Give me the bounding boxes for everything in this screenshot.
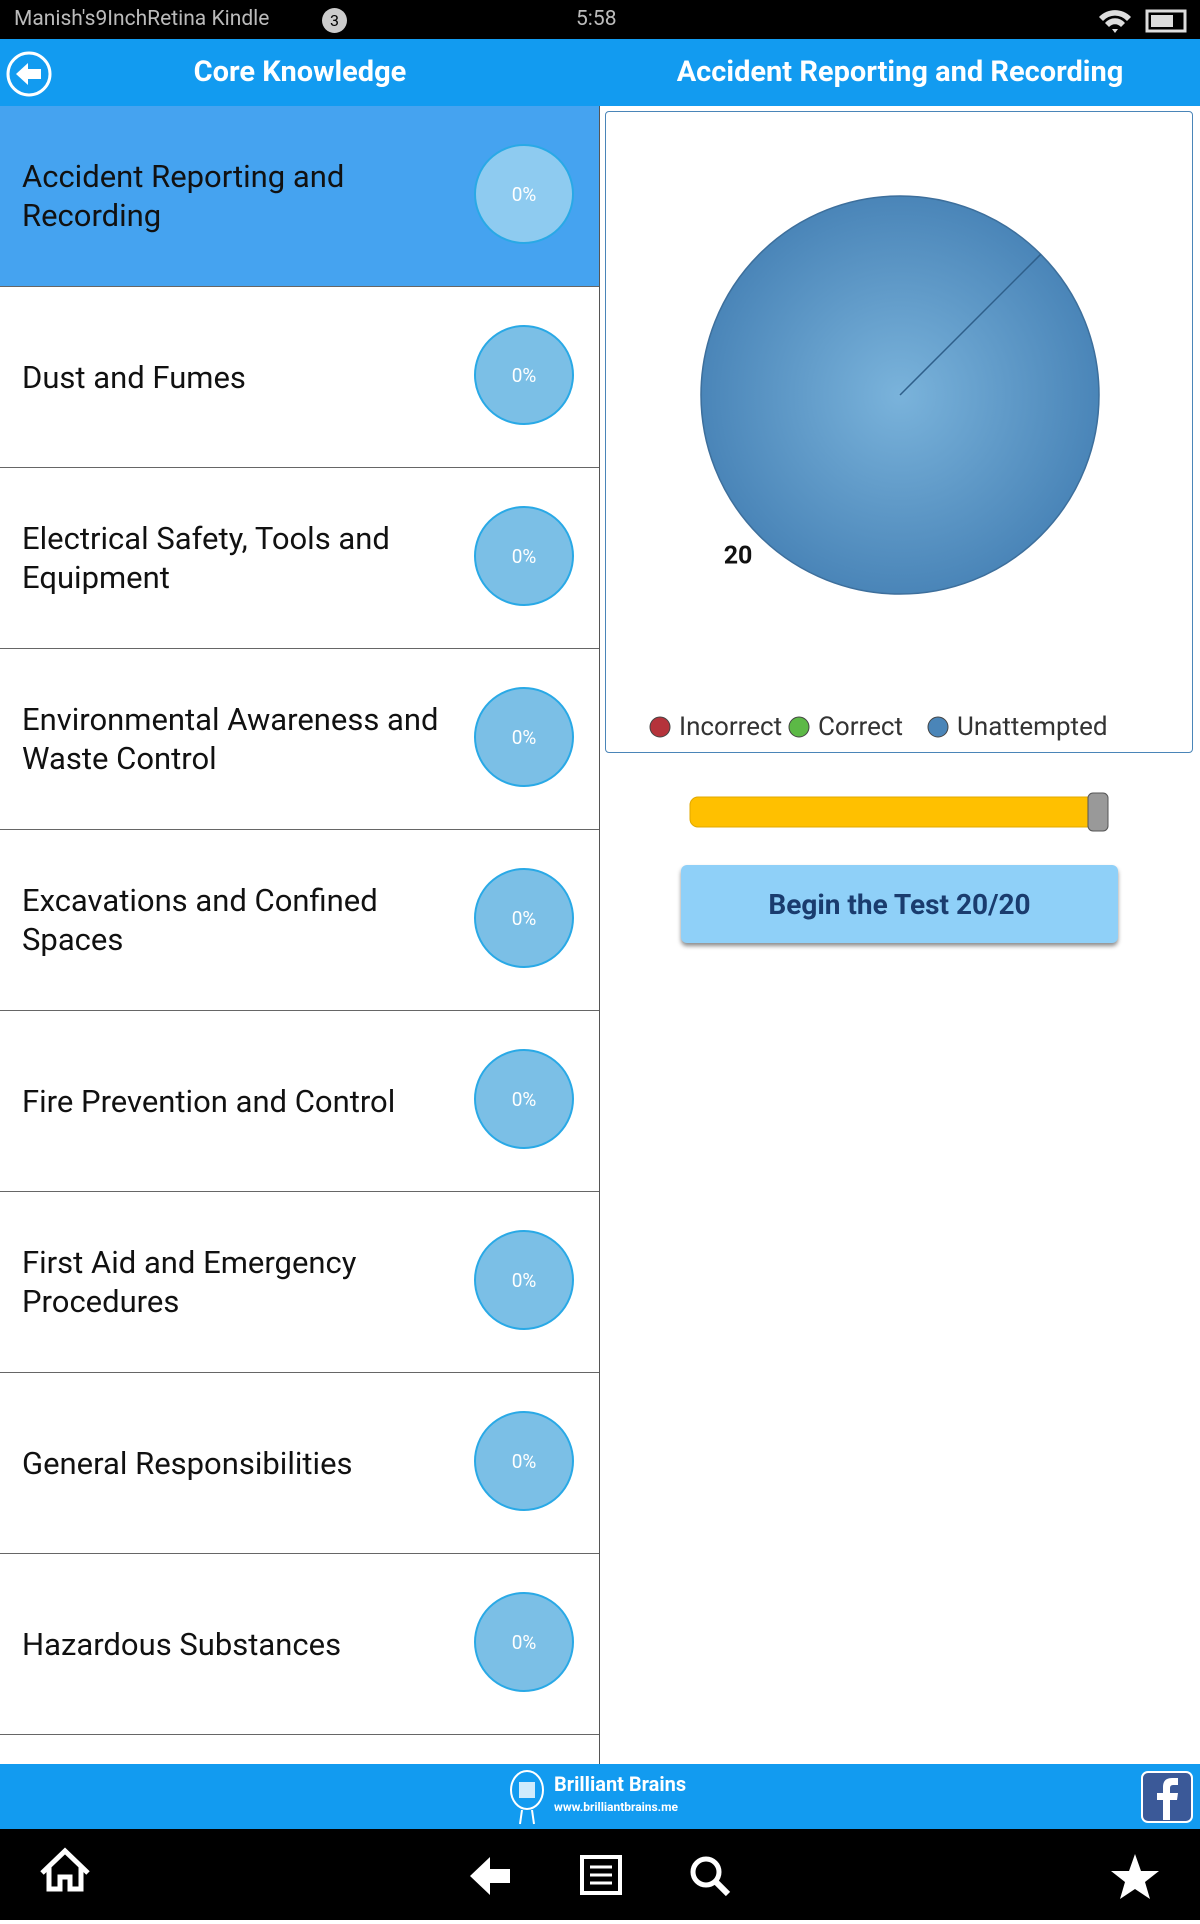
status-icons <box>1099 9 1187 33</box>
home-button[interactable] <box>40 1847 90 1892</box>
topic-row[interactable]: Electrical Safety, Tools and Equipment 0% <box>0 468 599 649</box>
topic-row[interactable]: General Responsibilities 0% <box>0 1373 599 1554</box>
topic-name: Hazardous Substances <box>22 1625 342 1663</box>
header: Core Knowledge Accident Reporting and Re… <box>0 39 1200 106</box>
topic-name: Excavations and Confined Spaces <box>22 882 378 958</box>
legend-label: Correct <box>818 712 903 742</box>
topic-progress: 0% <box>474 868 574 968</box>
topic-progress: 0% <box>474 506 574 606</box>
legend-label: Incorrect <box>679 712 782 742</box>
brand-name: Brilliant Brains <box>554 1772 687 1796</box>
begin-test-button[interactable]: Begin the Test 20/20 <box>681 865 1118 943</box>
right-title: Accident Reporting and Recording <box>676 55 1124 89</box>
clock: 5:58 <box>576 7 617 31</box>
topic-row[interactable]: Accident Reporting and Recording 0% <box>0 106 599 287</box>
topic-progress: 0% <box>474 1230 574 1330</box>
slice-edge <box>899 253 1042 396</box>
topic-progress: 0% <box>474 1049 574 1149</box>
brand-url: www.brilliantbrains.me <box>554 1800 679 1814</box>
brand-logo <box>510 1770 544 1825</box>
topic-name: Dust and Fumes <box>22 358 246 396</box>
data-label: 20 <box>724 542 753 571</box>
search-button[interactable] <box>690 1856 731 1897</box>
legend-swatch <box>788 716 810 738</box>
topic-row[interactable]: Dust and Fumes 0% <box>0 287 599 468</box>
question-slider[interactable] <box>685 790 1115 836</box>
topic-name: Electrical Safety, Tools and Equipment <box>22 520 390 596</box>
topic-name: Fire Prevention and Control <box>22 1082 396 1120</box>
topic-row[interactable]: Fire Prevention and Control 0% <box>0 1011 599 1192</box>
chart-panel <box>605 111 1193 753</box>
topic-list: Accident Reporting and Recording 0% Dust a… <box>0 106 600 1764</box>
topic-row[interactable]: Environmental Awareness and Waste Contro… <box>0 649 599 830</box>
status-bar: Manish's9InchRetina Kindle 3 5:58 <box>0 0 1200 39</box>
topic-progress: 0% <box>474 1592 574 1692</box>
topic-row[interactable]: Hazardous Substances 0% <box>0 1554 599 1735</box>
favorites-button[interactable] <box>1111 1854 1159 1899</box>
notification-badge[interactable]: 3 <box>322 8 347 33</box>
device-name: Manish's9InchRetina Kindle <box>14 7 270 31</box>
footer: Brilliant Brains www.brilliantbrains.me <box>0 1764 1200 1829</box>
facebook-button[interactable] <box>1140 1770 1194 1824</box>
topic-progress: 0% <box>474 1411 574 1511</box>
legend-swatch <box>649 716 671 738</box>
legend-swatch <box>927 716 949 738</box>
topic-progress: 0% <box>474 325 574 425</box>
left-title: Core Knowledge <box>193 55 407 89</box>
topic-progress: 0% <box>474 687 574 787</box>
topic-name: Accident Reporting and Recording <box>22 158 345 234</box>
topic-name: Environmental Awareness and Waste Contro… <box>22 701 439 777</box>
nav-bar <box>0 1829 1200 1920</box>
topic-row[interactable]: First Aid and Emergency Procedures 0% <box>0 1192 599 1373</box>
topic-row[interactable]: Excavations and Confined Spaces 0% <box>0 830 599 1011</box>
topic-progress: 0% <box>474 144 574 244</box>
back-nav-button[interactable] <box>470 1857 510 1895</box>
back-button[interactable] <box>4 51 54 97</box>
pie-chart: 20 Incorrect Correct Unattempted <box>649 195 1108 742</box>
nav-icons <box>40 1847 1159 1899</box>
topic-name: General Responsibilities <box>22 1444 353 1482</box>
legend-label: Unattempted <box>957 712 1108 742</box>
topic-name: First Aid and Emergency Procedures <box>22 1244 357 1320</box>
menu-button[interactable] <box>580 1855 622 1895</box>
